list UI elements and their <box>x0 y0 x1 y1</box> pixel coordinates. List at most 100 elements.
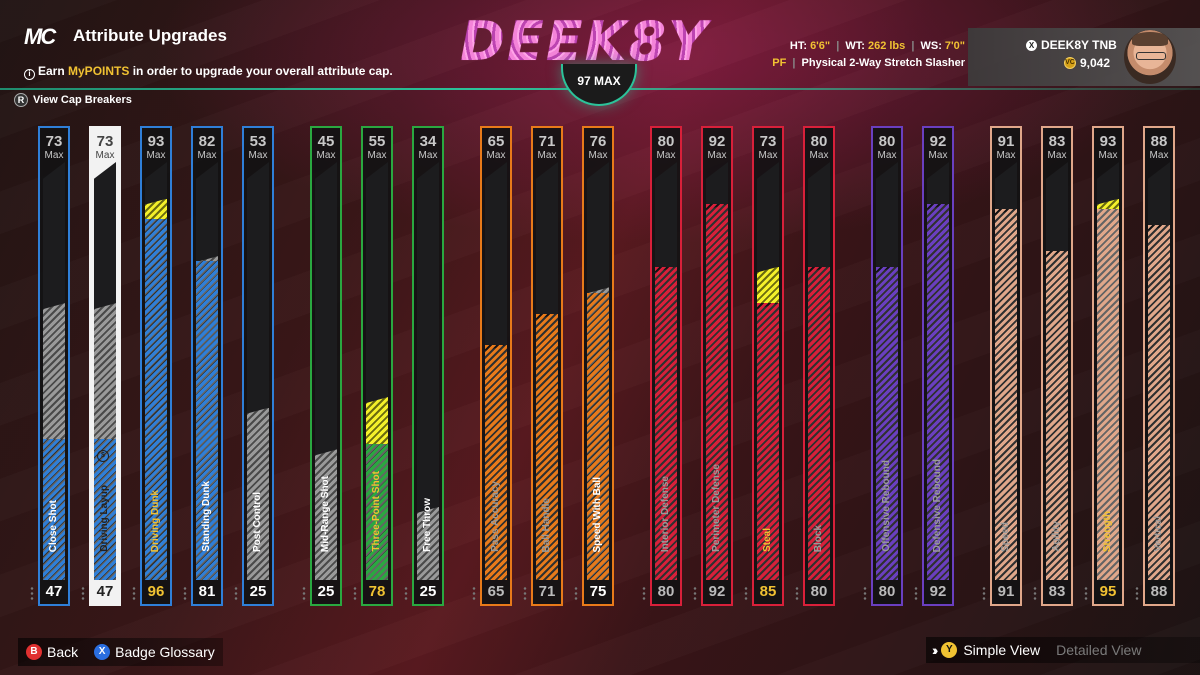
attribute-current-fill <box>1046 250 1068 580</box>
simple-view-tab[interactable]: Simple View <box>963 642 1041 658</box>
attribute-bar-strength[interactable]: 93 Max Strength 95 <box>1084 126 1124 606</box>
attribute-cap-value: 91 <box>997 133 1015 150</box>
more-dots-icon <box>30 586 34 600</box>
attribute-name: Interior Defense <box>660 475 671 552</box>
attribute-cap-max-label: Max <box>928 150 948 161</box>
attribute-bar-agility[interactable]: 83 Max Agility 83 <box>1033 126 1073 606</box>
attribute-name: Steal <box>762 528 773 552</box>
badge-glossary-button[interactable]: X Badge Glossary <box>94 644 215 660</box>
attribute-track <box>876 162 898 580</box>
attribute-cap-value: 80 <box>810 133 828 150</box>
attribute-cap-max-label: Max <box>809 150 829 161</box>
attribute-name: Speed With Ball <box>592 476 603 552</box>
attribute-track <box>485 162 507 580</box>
attribute-cap-value: 73 <box>759 133 777 150</box>
attribute-upgrade-fill <box>1097 198 1119 210</box>
attribute-current-fill <box>995 209 1017 580</box>
attribute-current-fill <box>536 313 558 580</box>
attribute-current-fill <box>587 292 609 580</box>
attribute-bar-steal[interactable]: 73 Max Steal 85 <box>744 126 784 606</box>
view-cap-breakers-button[interactable]: R View Cap Breakers <box>14 93 132 107</box>
attribute-cap-fill <box>315 449 337 580</box>
more-dots-icon <box>302 586 306 600</box>
attribute-bar-free-throw[interactable]: 34 Max Free Throw 25 <box>404 126 444 606</box>
attribute-cap-value: 55 <box>368 133 386 150</box>
attribute-bar-block[interactable]: 80 Max Block 80 <box>795 126 835 606</box>
more-dots-icon <box>472 586 476 600</box>
attribute-current-value: 96 <box>147 583 165 600</box>
attribute-cap-value: 92 <box>929 133 947 150</box>
attribute-current-fill <box>43 438 65 580</box>
gamertag-text: DEEK8Y TNB <box>1041 38 1117 52</box>
attribute-upgrade-fill <box>366 397 388 445</box>
attribute-current-value: 47 <box>45 583 63 600</box>
r-stick-icon: R <box>14 93 28 107</box>
attribute-bar-speed-with-ball[interactable]: 76 Max Speed With Ball 75 <box>574 126 614 606</box>
attribute-cap-max-label: Max <box>146 150 166 161</box>
attribute-current-fill <box>757 303 779 580</box>
position-value: PF <box>772 57 787 69</box>
more-dots-icon <box>1135 586 1139 600</box>
attribute-bar-speed[interactable]: 91 Max Speed 91 <box>982 126 1022 606</box>
attribute-bar-post-control[interactable]: 53 Max Post Control 25 <box>234 126 274 606</box>
attribute-bar-standing-dunk[interactable]: 82 Max Standing Dunk 81 <box>183 126 223 606</box>
attribute-cap-value: 80 <box>657 133 675 150</box>
attribute-track <box>417 162 439 580</box>
attribute-bar-perimeter-defense[interactable]: 92 Max Perimeter Defense 92 <box>693 126 733 606</box>
attribute-current-value: 83 <box>1048 583 1066 600</box>
attribute-current-value: 75 <box>589 583 607 600</box>
attribute-cap-max-label: Max <box>486 150 506 161</box>
attribute-cap-value: 73 <box>96 133 114 150</box>
avatar <box>1124 30 1176 84</box>
attribute-bar-mid-range-shot[interactable]: 45 Max Mid-Range Shot 25 <box>302 126 342 606</box>
attribute-cap-max-label: Max <box>1149 150 1169 161</box>
attribute-current-value: 80 <box>810 583 828 600</box>
attribute-bar-pass-accuracy[interactable]: 65 Max Pass Accuracy 65 <box>472 126 512 606</box>
attribute-cap-value: 92 <box>708 133 726 150</box>
attribute-cap-max-label: Max <box>537 150 557 161</box>
attribute-cap-max-label: Max <box>44 150 64 161</box>
attribute-bar-close-shot[interactable]: 73 Max Close Shot 47 <box>30 126 70 606</box>
attribute-bar-driving-layup[interactable]: 73 Max $ Driving Layup 47 <box>81 126 121 606</box>
view-toggle: ›› Y Simple View Detailed View <box>926 637 1200 663</box>
b-button-icon: B <box>26 644 42 660</box>
attribute-track <box>196 162 218 580</box>
detailed-view-tab[interactable]: Detailed View <box>1056 642 1142 658</box>
attribute-cap-value: 93 <box>147 133 165 150</box>
footer-actions: B Back X Badge Glossary <box>18 638 223 666</box>
attribute-bar-vertical[interactable]: 88 Max Vertical 88 <box>1135 126 1175 606</box>
attribute-track <box>315 162 337 580</box>
more-dots-icon <box>795 586 799 600</box>
attribute-track <box>247 162 269 580</box>
more-dots-icon <box>404 586 408 600</box>
attribute-bar-ball-handle[interactable]: 71 Max Ball Handle 71 <box>523 126 563 606</box>
wingspan-value: 7'0" <box>944 40 965 52</box>
attribute-current-fill <box>366 444 388 580</box>
more-dots-icon <box>744 586 748 600</box>
separator: | <box>836 40 840 52</box>
separator: | <box>911 40 915 52</box>
attribute-bar-offensive-rebound[interactable]: 80 Max Offensive Rebound 80 <box>863 126 903 606</box>
back-button[interactable]: B Back <box>26 644 78 660</box>
attribute-bar-interior-defense[interactable]: 80 Max Interior Defense 80 <box>642 126 682 606</box>
attribute-current-value: 71 <box>538 583 556 600</box>
attribute-cap-value: 76 <box>589 133 607 150</box>
mypoints-highlight: MyPOINTS <box>68 64 130 78</box>
more-dots-icon <box>863 586 867 600</box>
attribute-name: Driving Dunk <box>150 489 161 552</box>
attribute-track <box>94 162 116 580</box>
attribute-cap-max-label: Max <box>1047 150 1067 161</box>
attribute-name: Block <box>813 524 824 552</box>
attribute-cap-max-label: Max <box>367 150 387 161</box>
attribute-cap-max-label: Max <box>656 150 676 161</box>
attribute-name: Speed <box>1000 521 1011 552</box>
attribute-bar-three-point-shot[interactable]: 55 Max Three-Point Shot 78 <box>353 126 393 606</box>
attribute-cap-max-label: Max <box>95 150 115 161</box>
attribute-cap-value: 80 <box>878 133 896 150</box>
attribute-current-value: 78 <box>368 583 386 600</box>
attribute-upgrade-fill <box>145 198 167 220</box>
info-icon: i <box>24 69 35 80</box>
attribute-current-fill <box>485 344 507 580</box>
attribute-bar-driving-dunk[interactable]: 93 Max Driving Dunk 96 <box>132 126 172 606</box>
attribute-bar-defensive-rebound[interactable]: 92 Max Defensive Rebound 92 <box>914 126 954 606</box>
